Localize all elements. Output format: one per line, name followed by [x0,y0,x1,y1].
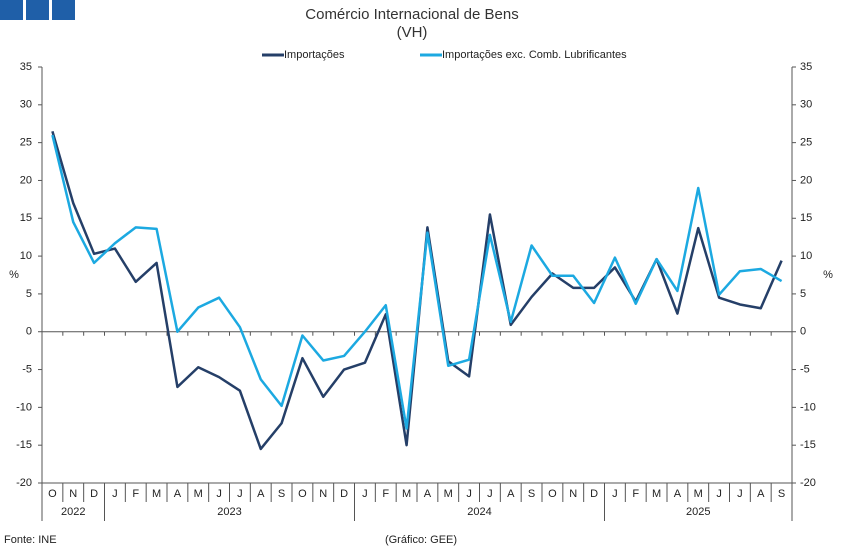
logo-block [52,0,75,20]
credit: (Gráfico: GEE) [385,534,457,546]
y-tick-label: -15 [16,439,32,451]
y-tick-label: 20 [20,174,32,186]
x-tick-label: O [548,488,557,500]
x-tick-label: O [298,488,307,500]
y2-axis-label: % [823,269,833,281]
y2-tick-label: -15 [800,439,816,451]
x-tick-label: D [590,488,598,500]
y2-tick-label: 25 [800,137,812,149]
source: Fonte: INE [4,534,57,546]
y-tick-label: 25 [20,137,32,149]
x-tick-label: A [257,488,265,500]
x-tick-label: N [569,488,577,500]
x-tick-label: M [694,488,703,500]
x-tick-label: A [757,488,765,500]
x-tick-label: F [632,488,639,500]
x-tick-label: F [382,488,389,500]
year-label: 2023 [217,506,241,518]
x-tick-label: J [466,488,472,500]
x-tick-label: A [674,488,682,500]
chart-subtitle: (VH) [397,24,428,41]
x-tick-label: O [48,488,57,500]
y2-tick-label: 0 [800,326,806,338]
y-tick-label: 5 [26,288,32,300]
x-tick-label: S [528,488,535,500]
year-label: 2024 [467,506,491,518]
y2-tick-label: 20 [800,174,812,186]
y2-tick-label: 30 [800,99,812,111]
x-tick-label: A [174,488,182,500]
y-tick-label: 35 [20,61,32,73]
x-tick-label: J [716,488,722,500]
x-tick-label: M [402,488,411,500]
x-tick-label: J [216,488,222,500]
y2-tick-label: 35 [800,61,812,73]
y-tick-label: 30 [20,99,32,111]
y-axis-label: % [9,269,19,281]
y2-tick-label: -5 [800,363,810,375]
y-tick-label: -5 [22,363,32,375]
x-tick-label: N [69,488,77,500]
x-tick-label: D [340,488,348,500]
logo-block [0,0,23,20]
x-tick-label: J [362,488,368,500]
x-tick-label: F [132,488,139,500]
y-tick-label: 15 [20,212,32,224]
x-tick-label: M [652,488,661,500]
y2-tick-label: 10 [800,250,812,262]
year-label: 2022 [61,506,85,518]
x-tick-label: J [737,488,743,500]
x-tick-label: D [90,488,98,500]
y2-tick-label: -10 [800,401,816,413]
x-tick-label: S [778,488,785,500]
y-tick-label: -20 [16,477,32,489]
x-tick-label: M [152,488,161,500]
year-label: 2025 [686,506,710,518]
x-tick-label: M [194,488,203,500]
y2-tick-label: -20 [800,477,816,489]
series-line [51,134,783,430]
x-tick-label: A [424,488,432,500]
x-tick-label: J [487,488,493,500]
y2-tick-label: 15 [800,212,812,224]
x-tick-label: A [507,488,515,500]
logo-block [26,0,49,20]
legend-label: Importações exc. Comb. Lubrificantes [442,49,627,61]
y-tick-label: 0 [26,326,32,338]
series-line [51,130,783,451]
y-tick-label: -10 [16,401,32,413]
legend-label: Importações [284,49,345,61]
chart-title: Comércio Internacional de Bens [305,6,518,23]
x-tick-label: S [278,488,285,500]
x-tick-label: J [612,488,618,500]
y-tick-label: 10 [20,250,32,262]
x-tick-label: N [319,488,327,500]
x-tick-label: J [237,488,243,500]
y2-tick-label: 5 [800,288,806,300]
x-tick-label: M [444,488,453,500]
x-tick-label: J [112,488,118,500]
